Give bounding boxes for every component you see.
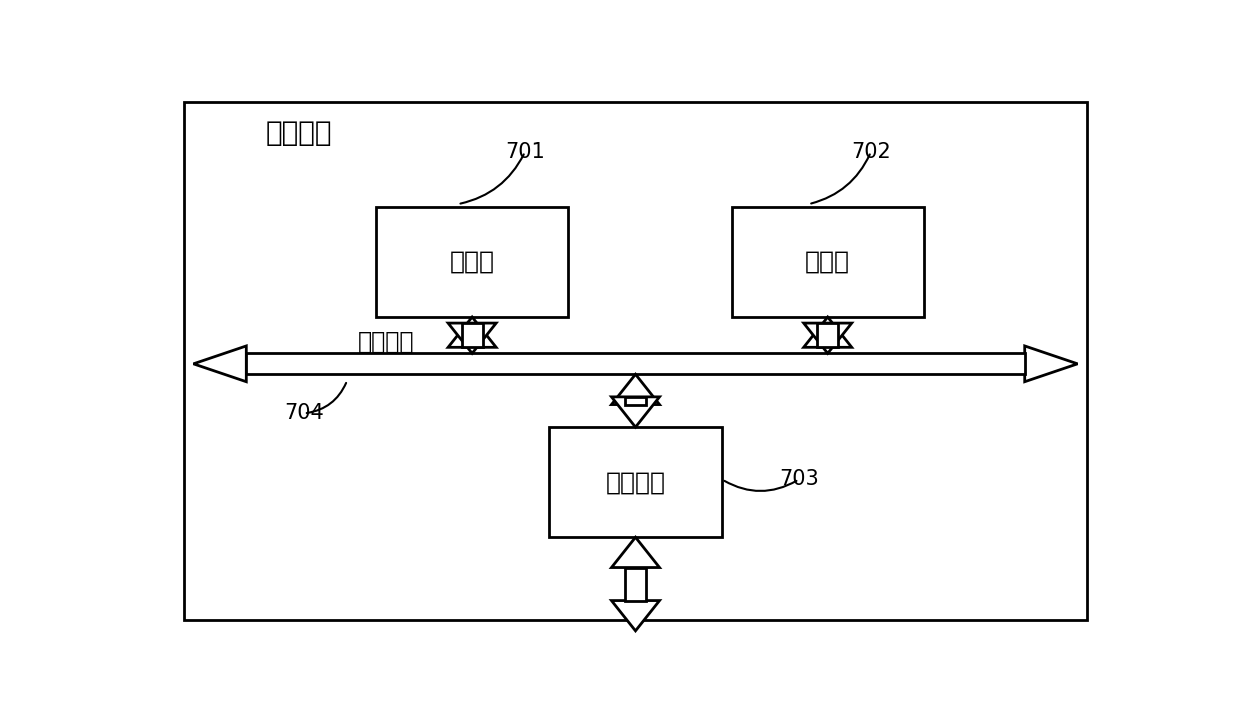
Polygon shape: [611, 537, 660, 568]
Polygon shape: [611, 374, 660, 405]
Bar: [549, 427, 722, 537]
Polygon shape: [804, 317, 852, 347]
Polygon shape: [804, 323, 852, 353]
Polygon shape: [817, 323, 838, 347]
Polygon shape: [448, 317, 496, 347]
Polygon shape: [625, 397, 646, 405]
Text: 701: 701: [505, 142, 544, 162]
Polygon shape: [461, 323, 482, 347]
Polygon shape: [1024, 346, 1078, 382]
Polygon shape: [247, 353, 1024, 374]
Text: 通信接口: 通信接口: [605, 470, 666, 494]
Polygon shape: [448, 323, 496, 353]
Text: 处理器: 处理器: [450, 250, 495, 274]
Text: 通信总线: 通信总线: [357, 330, 414, 354]
Bar: [376, 207, 568, 317]
Text: 704: 704: [284, 403, 324, 423]
Text: 存储器: 存储器: [805, 250, 851, 274]
Polygon shape: [611, 397, 660, 427]
Text: 电子设备: 电子设备: [265, 119, 332, 147]
Text: 703: 703: [779, 470, 818, 490]
Text: 702: 702: [851, 142, 890, 162]
Polygon shape: [193, 346, 247, 382]
Polygon shape: [611, 601, 660, 631]
Polygon shape: [625, 568, 646, 601]
Bar: [732, 207, 924, 317]
